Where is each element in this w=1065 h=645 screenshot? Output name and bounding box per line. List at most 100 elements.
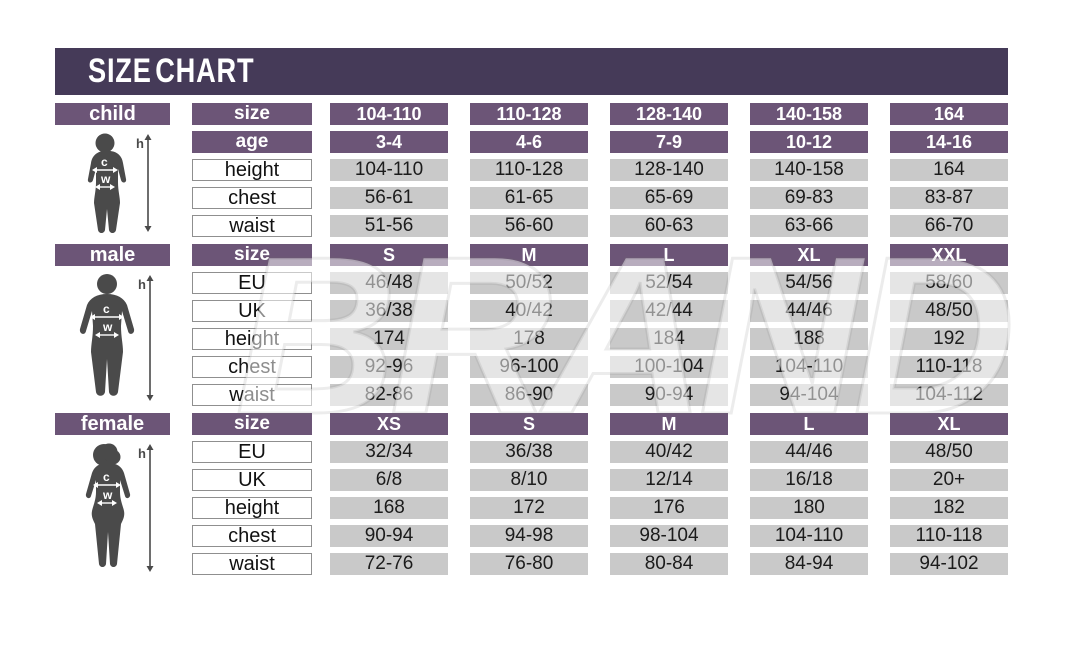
male-row-waist: waist 82-86 86-90 90-94 94-104 104-112 xyxy=(55,384,1008,406)
child-chest-value-4: 83-87 xyxy=(890,187,1008,209)
female-chest-value-0: 90-94 xyxy=(330,525,448,547)
female-figure-space xyxy=(55,553,170,575)
child-height-value-4: 164 xyxy=(890,159,1008,181)
child-row-label-height: height xyxy=(192,159,312,181)
female-row-label-size: size xyxy=(192,413,312,435)
male-UK-value-0: 36/38 xyxy=(330,300,448,322)
child-age-value-4: 14-16 xyxy=(890,131,1008,153)
child-height-value-1: 110-128 xyxy=(470,159,588,181)
child-row-label-size: size xyxy=(192,103,312,125)
child-waist-value-0: 51-56 xyxy=(330,215,448,237)
male-size-value-4: XXL xyxy=(890,244,1008,266)
female-row-UK: UK 6/8 8/10 12/14 16/18 20+ xyxy=(55,469,1008,491)
female-EU-value-0: 32/34 xyxy=(330,441,448,463)
section-female: female size XS S M L XL EU 32/34 36/38 40/42 44/46 4… xyxy=(55,413,1008,575)
child-waist-value-1: 56-60 xyxy=(470,215,588,237)
child-size-value-3: 140-158 xyxy=(750,103,868,125)
female-size-value-3: L xyxy=(750,413,868,435)
male-waist-value-0: 82-86 xyxy=(330,384,448,406)
female-figure-space xyxy=(55,525,170,547)
male-figure-space xyxy=(55,328,170,350)
female-chest-value-3: 104-110 xyxy=(750,525,868,547)
female-waist-value-0: 72-76 xyxy=(330,553,448,575)
child-row-label-chest: chest xyxy=(192,187,312,209)
child-row-label-waist: waist xyxy=(192,215,312,237)
female-size-value-1: S xyxy=(470,413,588,435)
female-EU-value-2: 40/42 xyxy=(610,441,728,463)
female-chest-value-1: 94-98 xyxy=(470,525,588,547)
child-height-value-0: 104-110 xyxy=(330,159,448,181)
male-row-EU: EU 46/48 50/52 52/54 54/56 58/60 xyxy=(55,272,1008,294)
child-figure-space xyxy=(55,187,170,209)
male-size-value-1: M xyxy=(470,244,588,266)
female-height-value-3: 180 xyxy=(750,497,868,519)
child-chest-value-3: 69-83 xyxy=(750,187,868,209)
male-chest-value-3: 104-110 xyxy=(750,356,868,378)
female-row-chest: chest 90-94 94-98 98-104 104-110 110-118 xyxy=(55,525,1008,547)
male-chest-value-2: 100-104 xyxy=(610,356,728,378)
male-row-label-UK: UK xyxy=(192,300,312,322)
female-UK-value-4: 20+ xyxy=(890,469,1008,491)
child-chest-value-1: 61-65 xyxy=(470,187,588,209)
female-size-value-2: M xyxy=(610,413,728,435)
male-row-label-waist: waist xyxy=(192,384,312,406)
male-waist-value-3: 94-104 xyxy=(750,384,868,406)
male-waist-value-1: 86-90 xyxy=(470,384,588,406)
male-figure-space xyxy=(55,384,170,406)
male-UK-value-4: 48/50 xyxy=(890,300,1008,322)
male-waist-value-2: 90-94 xyxy=(610,384,728,406)
female-waist-value-3: 84-94 xyxy=(750,553,868,575)
child-size-value-4: 164 xyxy=(890,103,1008,125)
female-row-EU: EU 32/34 36/38 40/42 44/46 48/50 xyxy=(55,441,1008,463)
child-age-value-0: 3-4 xyxy=(330,131,448,153)
child-size-value-0: 104-110 xyxy=(330,103,448,125)
male-height-value-4: 192 xyxy=(890,328,1008,350)
male-size-value-3: XL xyxy=(750,244,868,266)
female-height-value-2: 176 xyxy=(610,497,728,519)
male-chest-value-1: 96-100 xyxy=(470,356,588,378)
female-EU-value-1: 36/38 xyxy=(470,441,588,463)
female-size-value-4: XL xyxy=(890,413,1008,435)
female-row-label-height: height xyxy=(192,497,312,519)
male-EU-value-0: 46/48 xyxy=(330,272,448,294)
female-UK-value-2: 12/14 xyxy=(610,469,728,491)
child-size-value-1: 110-128 xyxy=(470,103,588,125)
male-row-size: male size S M L XL XXL xyxy=(55,244,1008,266)
male-UK-value-3: 44/46 xyxy=(750,300,868,322)
section-header-male: male xyxy=(55,244,170,266)
female-EU-value-4: 48/50 xyxy=(890,441,1008,463)
female-height-value-4: 182 xyxy=(890,497,1008,519)
male-height-value-1: 178 xyxy=(470,328,588,350)
child-age-value-1: 4-6 xyxy=(470,131,588,153)
male-UK-value-2: 42/44 xyxy=(610,300,728,322)
child-row-size: child size 104-110 110-128 128-140 140-158 164 xyxy=(55,103,1008,125)
male-row-height: height 174 178 184 188 192 xyxy=(55,328,1008,350)
male-size-value-0: S xyxy=(330,244,448,266)
child-chest-value-2: 65-69 xyxy=(610,187,728,209)
female-figure-space xyxy=(55,469,170,491)
child-waist-value-2: 60-63 xyxy=(610,215,728,237)
female-waist-value-4: 94-102 xyxy=(890,553,1008,575)
section-header-female: female xyxy=(55,413,170,435)
male-size-value-2: L xyxy=(610,244,728,266)
child-row-height: height 104-110 110-128 128-140 140-158 164 xyxy=(55,159,1008,181)
female-EU-value-3: 44/46 xyxy=(750,441,868,463)
female-height-value-1: 172 xyxy=(470,497,588,519)
male-figure-space xyxy=(55,356,170,378)
child-waist-value-4: 66-70 xyxy=(890,215,1008,237)
male-figure-space xyxy=(55,272,170,294)
section-male: male size S M L XL XXL EU 46/48 50/52 52/54 54/56 58… xyxy=(55,244,1008,406)
female-row-label-EU: EU xyxy=(192,441,312,463)
female-figure-space xyxy=(55,497,170,519)
female-size-value-0: XS xyxy=(330,413,448,435)
female-waist-value-1: 76-80 xyxy=(470,553,588,575)
male-row-UK: UK 36/38 40/42 42/44 44/46 48/50 xyxy=(55,300,1008,322)
male-height-value-3: 188 xyxy=(750,328,868,350)
child-age-value-3: 10-12 xyxy=(750,131,868,153)
child-height-value-2: 128-140 xyxy=(610,159,728,181)
female-row-label-waist: waist xyxy=(192,553,312,575)
female-row-label-chest: chest xyxy=(192,525,312,547)
male-EU-value-3: 54/56 xyxy=(750,272,868,294)
child-row-waist: waist 51-56 56-60 60-63 63-66 66-70 xyxy=(55,215,1008,237)
